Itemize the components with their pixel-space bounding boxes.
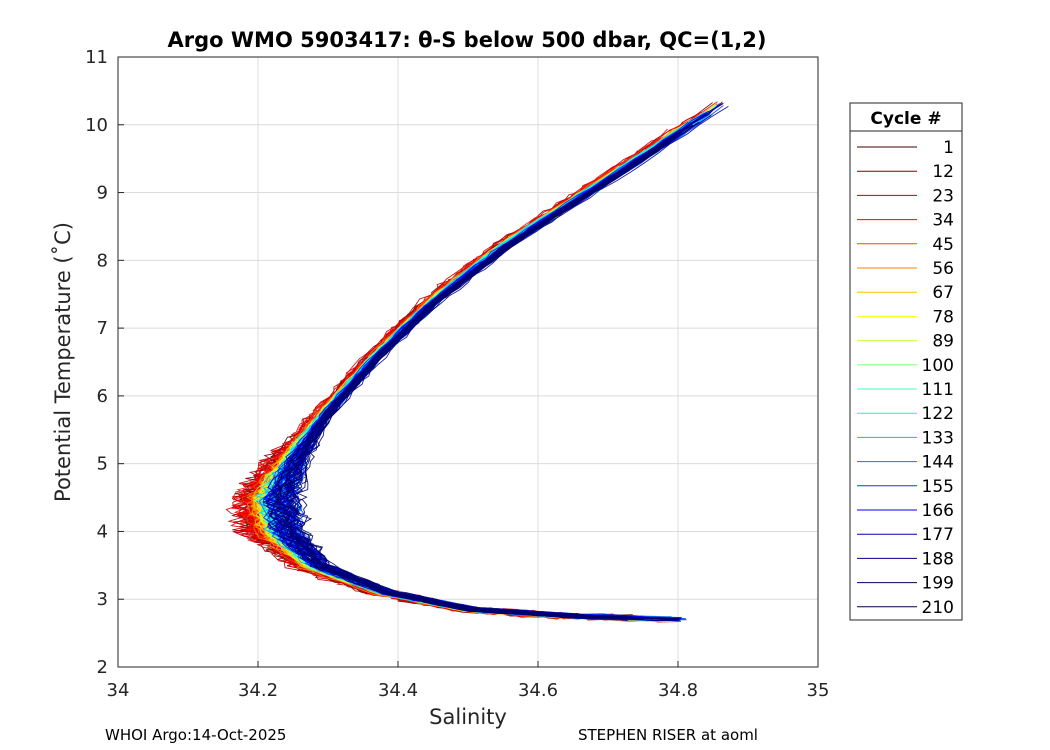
- footer-right: STEPHEN RISER at aoml: [578, 726, 758, 744]
- chart-title: Argo WMO 5903417: θ-S below 500 dbar, QC…: [168, 28, 767, 52]
- cycle-curve: [294, 149, 687, 621]
- y-tick-label: 2: [97, 657, 108, 678]
- legend-entry-label: 199: [922, 574, 954, 594]
- legend: Cycle # 1 12 23 34 45 56 67 78 89 100 111 122 133 144…: [849, 102, 963, 621]
- x-tick-label: 35: [807, 680, 830, 701]
- x-tick-label: 34.4: [378, 680, 418, 701]
- x-tick-label: 34.8: [658, 680, 698, 701]
- legend-entry-label: 34: [932, 211, 954, 231]
- y-tick-label: 7: [97, 318, 108, 339]
- legend-entry-label: 78: [932, 307, 954, 327]
- x-axis: 34 34.2 34.4 34.6 34.8 35: [107, 661, 830, 701]
- legend-entry-label: 89: [932, 332, 954, 352]
- legend-entry-label: 166: [922, 501, 954, 521]
- legend-entry-label: 56: [932, 259, 954, 279]
- x-tick-label: 34.2: [238, 680, 278, 701]
- legend-entry-label: 67: [932, 283, 954, 303]
- legend-title: Cycle #: [870, 109, 941, 129]
- y-tick-label: 5: [97, 454, 108, 475]
- y-tick-label: 8: [97, 250, 108, 271]
- legend-entry-label: 111: [922, 380, 954, 400]
- legend-entry-label: 122: [922, 404, 954, 424]
- cycle-curve: [274, 132, 681, 620]
- legend-entry-label: 12: [932, 162, 954, 182]
- y-tick-label: 11: [85, 47, 108, 68]
- plot-frame: [117, 56, 819, 668]
- x-tick-label: 34.6: [518, 680, 558, 701]
- legend-entry-label: 23: [932, 186, 954, 206]
- x-tick-label: 34: [107, 680, 130, 701]
- curves: [225, 101, 729, 623]
- y-tick-label: 4: [97, 521, 108, 542]
- y-axis: 2 3 4 5 6 7 8 9 10 11: [85, 47, 124, 678]
- legend-entry-label: 210: [922, 598, 954, 618]
- legend-entry-label: 100: [922, 356, 954, 376]
- y-tick-label: 3: [97, 589, 108, 610]
- cycle-curve: [277, 143, 666, 617]
- legend-entry-label: 45: [932, 235, 954, 255]
- legend-entry-label: 1: [943, 138, 954, 158]
- legend-entry-label: 133: [922, 428, 954, 448]
- y-axis-label: Potential Temperature (˚C): [51, 222, 75, 502]
- legend-entry-label: 144: [922, 453, 954, 473]
- x-axis-label: Salinity: [429, 705, 507, 729]
- cycle-curve: [291, 140, 672, 616]
- legend-entry-label: 155: [922, 477, 954, 497]
- legend-entry-label: 177: [922, 525, 954, 545]
- y-tick-label: 6: [97, 386, 108, 407]
- legend-entry-label: 188: [922, 549, 954, 569]
- plot-area: [118, 57, 818, 667]
- legend-items: 1 12 23 34 45 56 67 78 89 100 111 122 133 144 155 166 17…: [857, 138, 954, 618]
- y-tick-label: 9: [97, 183, 108, 204]
- footer-left: WHOI Argo:14-Oct-2025: [105, 726, 286, 744]
- y-tick-label: 10: [85, 115, 108, 136]
